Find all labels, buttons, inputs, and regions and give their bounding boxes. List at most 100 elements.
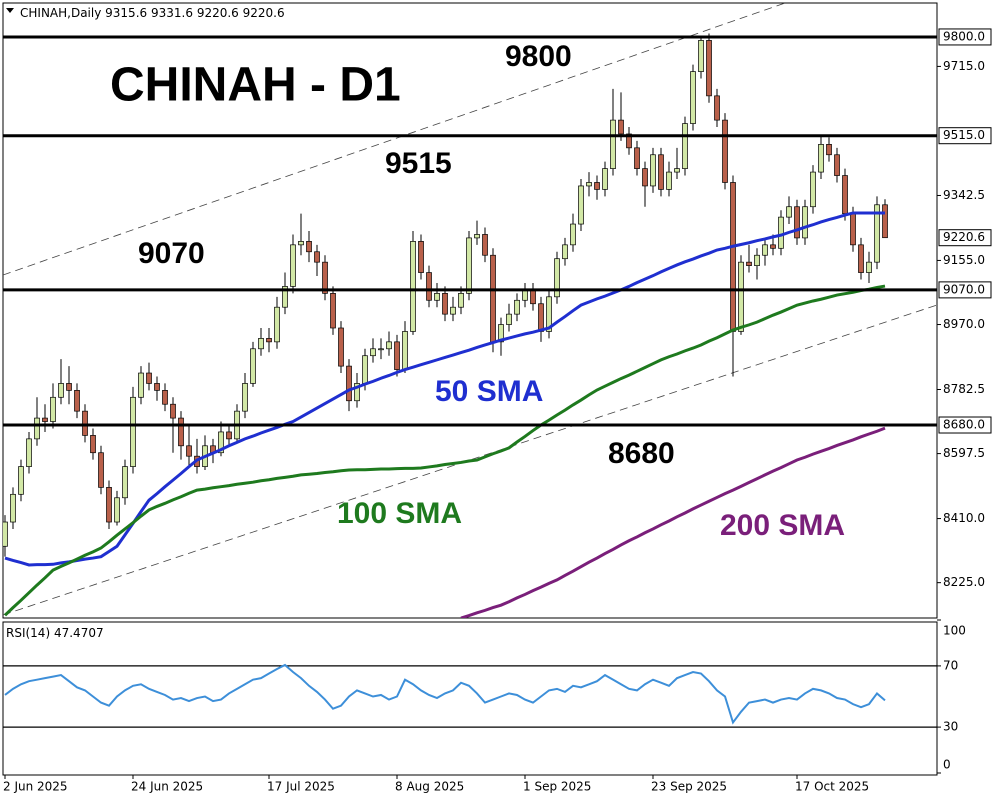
candle-body — [74, 390, 80, 412]
candle-body — [138, 372, 144, 398]
level-price-box — [938, 416, 992, 434]
sma-label: 50 SMA — [435, 375, 543, 408]
candle-body — [850, 213, 856, 246]
rsi-name: RSI(14) — [6, 626, 50, 640]
y-tick-label: 8597.5 — [943, 446, 985, 460]
candle-body — [714, 95, 720, 121]
candle-body — [706, 40, 712, 97]
candle-body — [266, 338, 272, 343]
candle-body — [586, 182, 592, 187]
candle-body — [858, 244, 864, 273]
channel — [3, 3, 937, 616]
y-tick-label: 8225.0 — [943, 575, 985, 589]
level-price-label: 9800.0 — [943, 29, 985, 43]
symbol: CHINAH,Daily — [20, 6, 101, 20]
x-tick-label: 17 Jul 2025 — [267, 780, 335, 794]
level-annotation: 8680 — [608, 437, 675, 470]
candle-body — [90, 435, 96, 454]
channel-lower — [3, 304, 937, 616]
level-price-label: 9515.0 — [943, 128, 985, 142]
candle-body — [482, 234, 488, 256]
candle-body — [578, 185, 584, 225]
level-price-box — [938, 281, 992, 299]
candle-body — [114, 497, 120, 523]
candle-body — [34, 417, 40, 440]
level-price-box — [938, 28, 992, 46]
candle-body — [498, 324, 504, 343]
candle-body — [442, 292, 448, 315]
x-tick-label: 2 Jun 2025 — [3, 780, 68, 794]
candle-body — [354, 383, 360, 402]
candle-body — [298, 241, 304, 246]
candle-body — [10, 493, 16, 523]
chart-title: CHINAH - D1 — [110, 59, 401, 112]
candle-body — [146, 372, 152, 384]
y-tick-label: 9155.0 — [943, 253, 985, 267]
candle-body — [618, 119, 624, 135]
level-annotation: 9800 — [505, 40, 572, 73]
candle-body — [818, 144, 824, 173]
candle-body — [410, 241, 416, 332]
y-tick-label: 8410.0 — [943, 511, 985, 525]
level-annotation: 9070 — [138, 237, 205, 270]
level-annotation: 9515 — [385, 147, 452, 180]
candle-body — [218, 431, 224, 454]
candle-body — [178, 417, 184, 447]
price-label: 9220.6 — [943, 230, 985, 244]
rsi-header: RSI(14) 47.4707 — [6, 626, 104, 640]
high: 9331.6 — [151, 6, 193, 20]
y-tick-label: 8782.5 — [943, 382, 985, 396]
y-tick-label: 70 — [943, 658, 958, 672]
candle-body — [290, 244, 296, 287]
level-price-label: 9070.0 — [943, 282, 985, 296]
candle-body — [666, 171, 672, 190]
y-tick-label: 8970.0 — [943, 317, 985, 331]
candle-body — [258, 338, 264, 350]
sma-line — [4, 211, 885, 567]
sma-line — [3, 284, 886, 617]
candle-body — [642, 168, 648, 187]
candle-body — [314, 251, 320, 263]
candle-body — [786, 206, 792, 218]
candle-body — [762, 244, 768, 256]
level-price-label: 8680.0 — [943, 418, 985, 432]
candle-body — [650, 154, 656, 187]
candle-body — [330, 292, 336, 329]
candle-body — [274, 306, 280, 343]
candle-body — [602, 168, 608, 190]
candle-body — [594, 182, 600, 190]
candle-body — [834, 154, 840, 176]
candle-body — [322, 261, 328, 294]
candle-body — [530, 289, 536, 305]
candle-body — [682, 123, 688, 169]
menu-triangle — [6, 8, 14, 13]
candle-body — [122, 466, 128, 499]
main-plot — [3, 33, 888, 618]
rsi-value: 47.4707 — [54, 626, 104, 640]
candle-body — [554, 258, 560, 298]
candle-body — [3, 521, 8, 547]
sma-line — [460, 426, 886, 618]
candle-body — [162, 390, 168, 405]
candle-body — [386, 341, 392, 350]
candle-body — [658, 154, 664, 190]
candle-body — [546, 296, 552, 332]
candle-body — [674, 168, 680, 173]
level-price-box — [938, 127, 992, 145]
sma-label: 100 SMA — [337, 497, 462, 530]
candle-body — [882, 204, 888, 239]
candle-body — [506, 313, 512, 325]
candle-body — [458, 292, 464, 308]
y-tick-label: 30 — [943, 720, 958, 734]
candle-body — [746, 261, 752, 266]
candle-body — [50, 396, 56, 422]
sma-label: 200 SMA — [720, 509, 845, 542]
candle-body — [362, 355, 368, 384]
y-tick-label: 9342.5 — [943, 188, 985, 202]
y-tick-label: 100 — [943, 624, 966, 638]
candle-body — [842, 175, 848, 215]
candle-body — [346, 365, 352, 402]
candle-body — [866, 261, 872, 273]
candle-body — [514, 299, 520, 315]
